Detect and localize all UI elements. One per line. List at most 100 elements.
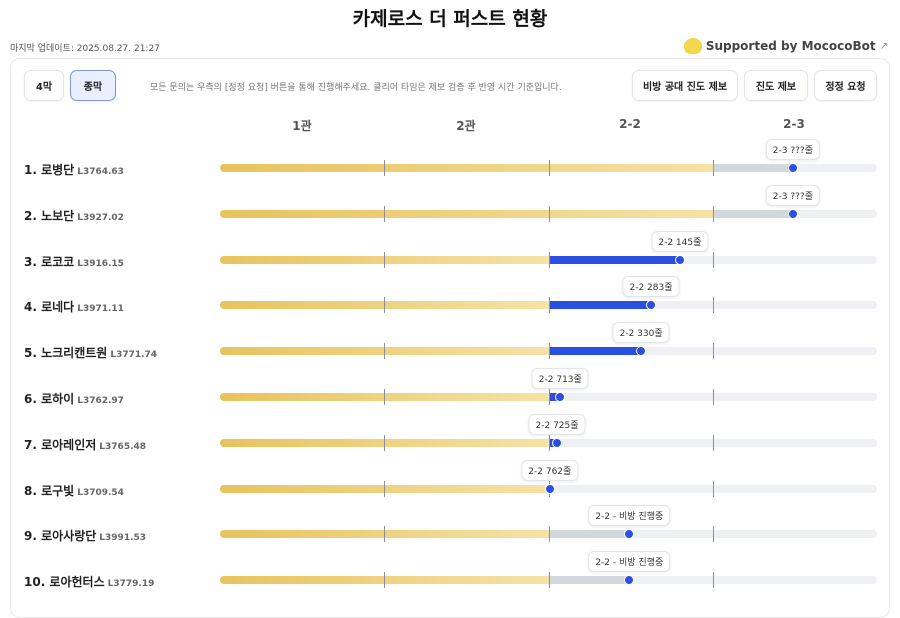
current-stage-fill bbox=[548, 301, 651, 310]
progress-track: 2-2 713줄 bbox=[220, 368, 877, 405]
current-stage-fill bbox=[712, 164, 793, 172]
team-name: 7. 로아레인저 L3765.48 bbox=[24, 436, 146, 453]
stage-divider bbox=[548, 526, 550, 543]
progress-report-button[interactable]: 진도 제보 bbox=[744, 70, 808, 101]
progress-track: 2-2 145줄 bbox=[220, 230, 877, 268]
stage-divider bbox=[712, 434, 714, 451]
stage-divider bbox=[384, 251, 386, 268]
supported-by-link[interactable]: Supported by MococoBot ↗ bbox=[683, 38, 888, 54]
stage-header: 1관 bbox=[292, 119, 312, 133]
unofficial-report-button[interactable]: 비방 공대 진도 제보 bbox=[632, 70, 738, 101]
progress-track: 2-2 725줄 bbox=[220, 413, 877, 451]
stage-divider bbox=[548, 297, 550, 314]
correction-request-button[interactable]: 정정 요청 bbox=[814, 70, 877, 101]
progress-marker bbox=[787, 208, 798, 219]
progress-label: 2-3 ???줄 bbox=[765, 139, 820, 160]
stage-divider bbox=[548, 160, 550, 176]
progress-label: 2-2 - 비방 진행중 bbox=[588, 505, 671, 527]
team-rank-name: 2. 노보단 bbox=[24, 208, 75, 223]
progress-marker bbox=[624, 529, 635, 540]
team-level: L3709.54 bbox=[77, 487, 124, 498]
notice-text: 모든 문의는 우측의 [정정 요청] 버튼을 통해 진행해주세요. 클리어 타임… bbox=[150, 83, 562, 93]
team-rank-name: 4. 로네다 bbox=[24, 300, 75, 315]
progress-label: 2-2 725줄 bbox=[528, 413, 586, 435]
progress-track: 2-2 762줄 bbox=[220, 459, 877, 497]
team-rank-name: 3. 로코코 bbox=[24, 254, 75, 269]
stage-divider bbox=[548, 205, 550, 222]
stage-divider bbox=[712, 205, 714, 222]
team-rank-name: 8. 로구빛 bbox=[24, 483, 75, 498]
stage-header: 2-2 bbox=[619, 117, 641, 131]
team-level: L3762.97 bbox=[77, 396, 124, 406]
stage-divider bbox=[384, 343, 386, 360]
stage-divider bbox=[548, 343, 550, 360]
team-rank-name: 1. 로병단 bbox=[24, 163, 75, 177]
stage-divider bbox=[712, 297, 714, 314]
tab-4mak[interactable]: 4막 bbox=[24, 70, 64, 101]
last-update: 마지막 업데이트: 2025.08.27. 21:27 bbox=[10, 44, 160, 54]
team-level: L3916.15 bbox=[77, 258, 124, 269]
stage-divider bbox=[384, 297, 386, 314]
completed-fill bbox=[220, 164, 713, 172]
team-level: L3991.53 bbox=[99, 533, 147, 544]
progress-track: 2-2 - 비방 진행중 bbox=[220, 551, 877, 589]
team-name: 9. 로아사랑단 L3991.53 bbox=[24, 527, 146, 544]
external-link-icon: ↗ bbox=[879, 40, 888, 52]
supported-label: Supported by MococoBot bbox=[705, 39, 876, 53]
stage-divider bbox=[384, 160, 386, 176]
team-name: 2. 노보단 L3927.02 bbox=[24, 207, 124, 224]
progress-marker bbox=[624, 575, 635, 586]
progress-label: 2-2 145줄 bbox=[651, 230, 709, 252]
progress-marker bbox=[544, 483, 555, 494]
progress-marker bbox=[552, 437, 563, 448]
page-title: 카제로스 더 퍼스트 현황 bbox=[352, 8, 548, 30]
stage-divider bbox=[712, 160, 714, 176]
team-rank-name: 6. 로하이 bbox=[24, 392, 75, 406]
progress-marker bbox=[645, 300, 656, 311]
progress-track: 2-3 ???줄 bbox=[220, 139, 877, 176]
progress-marker bbox=[787, 163, 798, 173]
team-name: 8. 로구빛 L3709.54 bbox=[24, 482, 124, 499]
team-name: 1. 로병단 L3764.63 bbox=[24, 161, 124, 178]
stage-divider bbox=[712, 526, 714, 543]
team-rank-name: 5. 노크리캔트원 bbox=[24, 346, 108, 361]
stage-header: 2-3 bbox=[783, 117, 805, 131]
progress-marker bbox=[674, 254, 685, 265]
team-rank-name: 9. 로아사랑단 bbox=[24, 529, 97, 544]
progress-label: 2-2 713줄 bbox=[531, 368, 589, 389]
current-stage-fill bbox=[712, 209, 793, 218]
team-name: 3. 로코코 L3916.15 bbox=[24, 253, 124, 270]
progress-track: 2-3 ???줄 bbox=[220, 184, 877, 222]
current-stage-fill bbox=[548, 530, 630, 539]
team-name: 6. 로하이 L3762.97 bbox=[24, 390, 124, 407]
stage-divider bbox=[384, 526, 386, 543]
stage-divider bbox=[384, 434, 386, 451]
stage-divider bbox=[712, 480, 714, 497]
tab-final[interactable]: 종막 bbox=[70, 70, 116, 101]
current-stage-fill bbox=[548, 393, 561, 401]
stage-divider bbox=[712, 572, 714, 589]
team-level: L3971.11 bbox=[77, 304, 124, 315]
mococo-icon bbox=[683, 38, 702, 54]
stage-divider bbox=[548, 572, 550, 589]
completed-fill bbox=[220, 209, 713, 218]
progress-track: 2-2 330줄 bbox=[220, 322, 877, 360]
stage-header: 2관 bbox=[456, 119, 476, 133]
progress-track: 2-2 283줄 bbox=[220, 276, 877, 314]
progress-label: 2-2 283줄 bbox=[622, 276, 680, 298]
stage-divider bbox=[384, 389, 386, 405]
current-stage-fill bbox=[548, 576, 630, 585]
progress-label: 2-2 762줄 bbox=[521, 459, 579, 481]
team-level: L3765.48 bbox=[99, 441, 147, 452]
team-rank-name: 10. 로아헌터스 bbox=[24, 575, 105, 590]
stage-divider bbox=[712, 251, 714, 268]
team-name: 4. 로네다 L3971.11 bbox=[24, 298, 124, 315]
current-stage-fill bbox=[548, 255, 680, 264]
progress-track: 2-2 - 비방 진행중 bbox=[220, 505, 877, 543]
team-level: L3927.02 bbox=[77, 212, 124, 223]
team-level: L3771.74 bbox=[110, 350, 158, 361]
team-level: L3764.63 bbox=[77, 167, 124, 177]
team-rank-name: 7. 로아레인저 bbox=[24, 437, 97, 452]
progress-label: 2-2 330줄 bbox=[612, 322, 670, 344]
stage-divider bbox=[384, 205, 386, 222]
